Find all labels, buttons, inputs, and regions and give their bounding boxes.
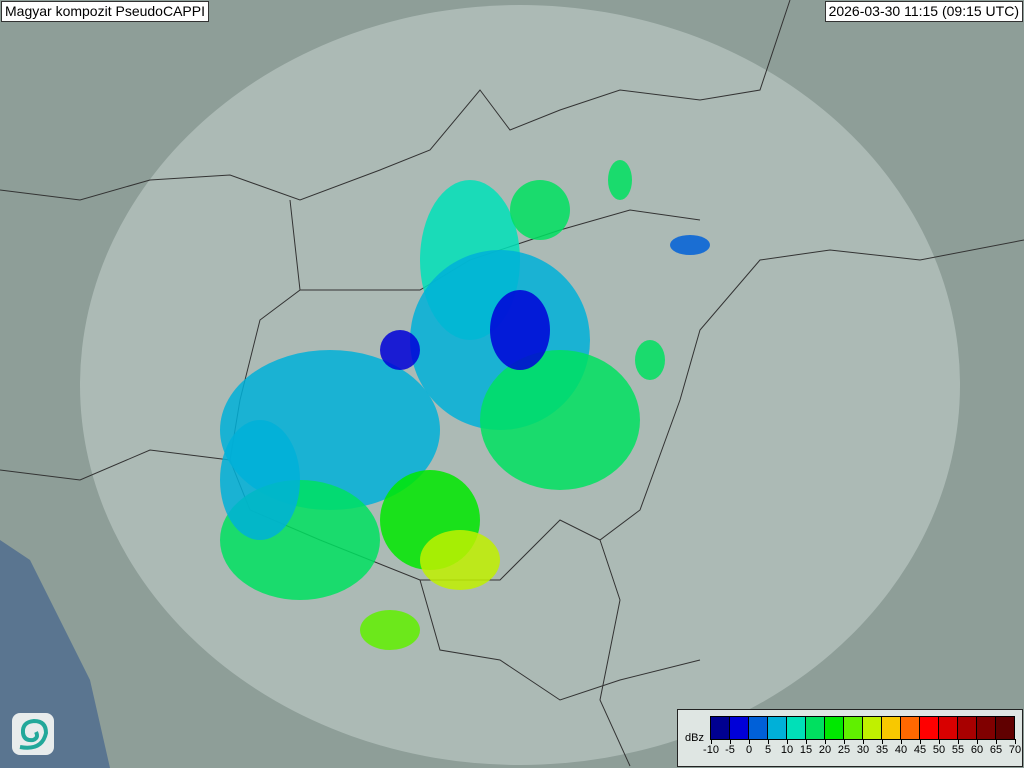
legend-tick-label: 45 <box>913 744 927 756</box>
legend-tick <box>958 739 959 744</box>
legend-tick <box>844 739 845 744</box>
legend-tick <box>749 739 750 744</box>
legend-tick-label: 0 <box>745 744 753 756</box>
legend-swatch <box>920 717 939 739</box>
legend-tick <box>825 739 826 744</box>
legend-tick-label: 30 <box>856 744 870 756</box>
legend-tick-label: 35 <box>875 744 889 756</box>
radar-echo <box>360 610 420 650</box>
legend-tick <box>977 739 978 744</box>
legend-swatch <box>939 717 958 739</box>
radar-echo <box>608 160 632 200</box>
legend-swatch <box>901 717 920 739</box>
legend-tick-label: 40 <box>894 744 908 756</box>
legend-swatch <box>711 717 730 739</box>
legend-swatch <box>825 717 844 739</box>
legend-tick <box>711 739 712 744</box>
color-scale <box>710 716 1015 740</box>
legend-tick <box>768 739 769 744</box>
legend-tick-label: -10 <box>703 744 719 756</box>
legend-tick <box>787 739 788 744</box>
radar-echo <box>510 180 570 240</box>
legend-swatch <box>844 717 863 739</box>
timestamp: 2026-03-30 11:15 (09:15 UTC) <box>824 1 1023 22</box>
legend-tick-label: 65 <box>989 744 1003 756</box>
radar-echo <box>420 530 500 590</box>
legend-unit: dBz <box>685 732 704 744</box>
legend-tick-label: 20 <box>818 744 832 756</box>
legend-swatch <box>768 717 787 739</box>
legend-tick-label: 10 <box>780 744 794 756</box>
legend-tick <box>996 739 997 744</box>
legend-tick <box>806 739 807 744</box>
legend-tick-label: 15 <box>799 744 813 756</box>
legend-swatch <box>749 717 768 739</box>
legend-tick-label: 5 <box>764 744 772 756</box>
radar-echo <box>220 420 300 540</box>
legend-swatch <box>996 717 1014 739</box>
radar-echoes <box>220 160 710 650</box>
radar-echo <box>380 330 420 370</box>
radar-echo <box>490 290 550 370</box>
legend-swatch <box>730 717 749 739</box>
legend-tick-label: 55 <box>951 744 965 756</box>
legend-tick <box>920 739 921 744</box>
legend-swatch <box>882 717 901 739</box>
swirl-logo-icon <box>12 713 54 755</box>
legend-swatch <box>863 717 882 739</box>
legend-swatch <box>977 717 996 739</box>
radar-echo <box>635 340 665 380</box>
legend-tick-label: -5 <box>725 744 735 756</box>
legend-tick-label: 60 <box>970 744 984 756</box>
legend-tick <box>730 739 731 744</box>
legend-tick-label: 25 <box>837 744 851 756</box>
dbz-legend: dBz -10 -5 0 5 10 15 20 25 30 35 40 45 50 55 60 65 70 <box>677 709 1023 767</box>
legend-tick-label: 70 <box>1008 744 1022 756</box>
legend-swatch <box>806 717 825 739</box>
radar-echo <box>670 235 710 255</box>
legend-tick <box>1015 739 1016 744</box>
legend-swatch <box>958 717 977 739</box>
legend-swatch <box>787 717 806 739</box>
adriatic-sea <box>0 540 110 768</box>
legend-tick <box>901 739 902 744</box>
legend-tick <box>863 739 864 744</box>
radar-echo <box>480 350 640 490</box>
legend-tick <box>882 739 883 744</box>
product-title: Magyar kompozit PseudoCAPPI <box>1 1 209 22</box>
legend-tick <box>939 739 940 744</box>
legend-tick-label: 50 <box>932 744 946 756</box>
